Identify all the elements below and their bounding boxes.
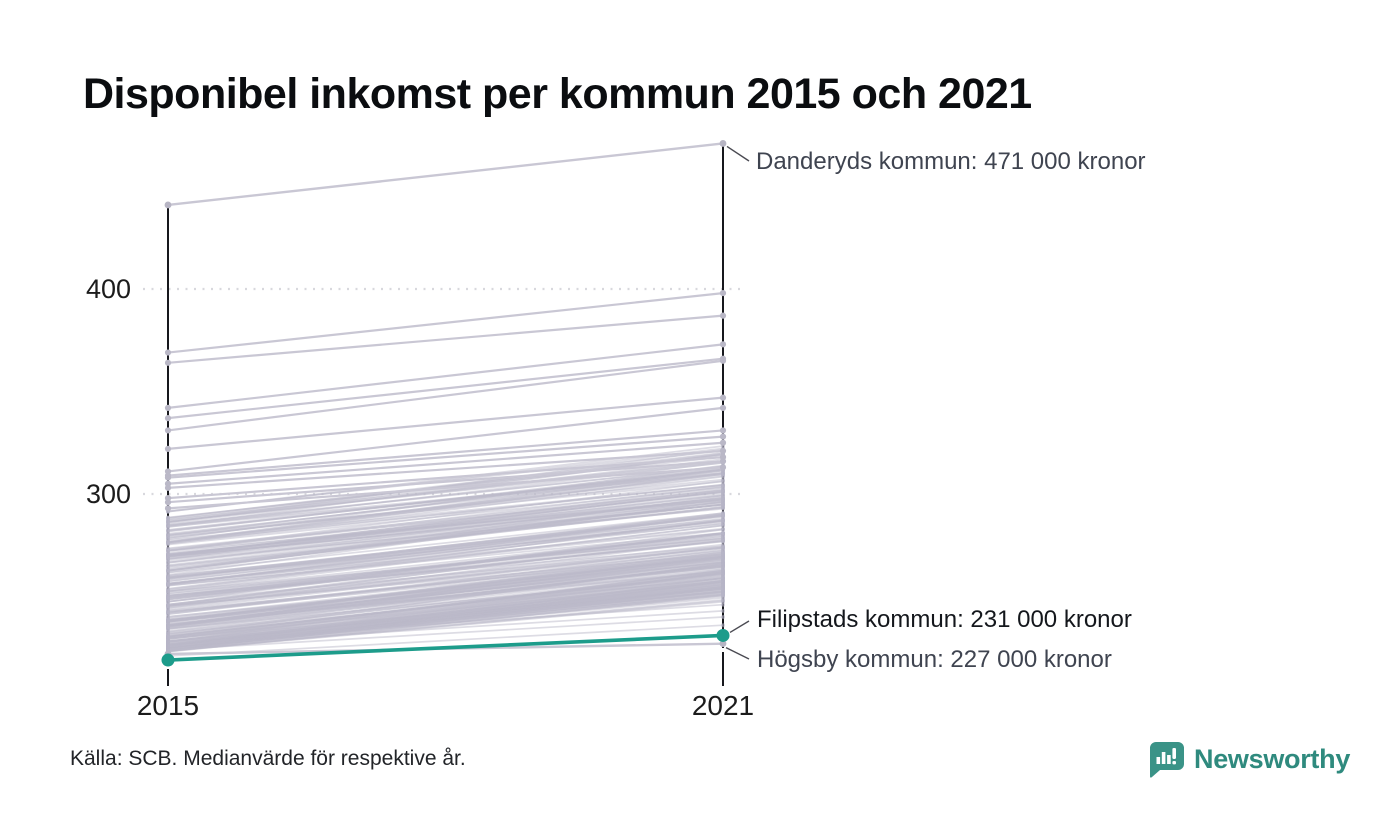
annotation-filipstad: Filipstads kommun: 231 000 kronor — [757, 606, 1132, 633]
page-title: Disponibel inkomst per kommun 2015 och 2… — [83, 70, 1032, 118]
source-note: Källa: SCB. Medianvärde för respektive å… — [70, 747, 466, 770]
annotation-danderyd: Danderyds kommun: 471 000 kronor — [756, 148, 1146, 175]
brand-name: Newsworthy — [1194, 743, 1351, 774]
highlight-series-line — [161, 628, 730, 667]
annotation-leader-lines — [725, 145, 750, 660]
bar-chart-speech-bubble-icon — [1150, 742, 1184, 778]
gridlines — [143, 287, 741, 496]
y-axis-tick-400: 400 — [85, 274, 131, 304]
y-axis-tick-300: 300 — [85, 479, 131, 509]
municipality-lines-upper — [164, 290, 727, 512]
annotation-hogsby: Högsby kommun: 227 000 kronor — [757, 646, 1112, 673]
x-axis-tick-2015: 2015 — [136, 690, 200, 721]
newsworthy-logo: Newsworthy — [1147, 740, 1350, 778]
x-axis-tick-2021: 2021 — [691, 690, 755, 721]
municipality-lines-band — [166, 444, 725, 658]
